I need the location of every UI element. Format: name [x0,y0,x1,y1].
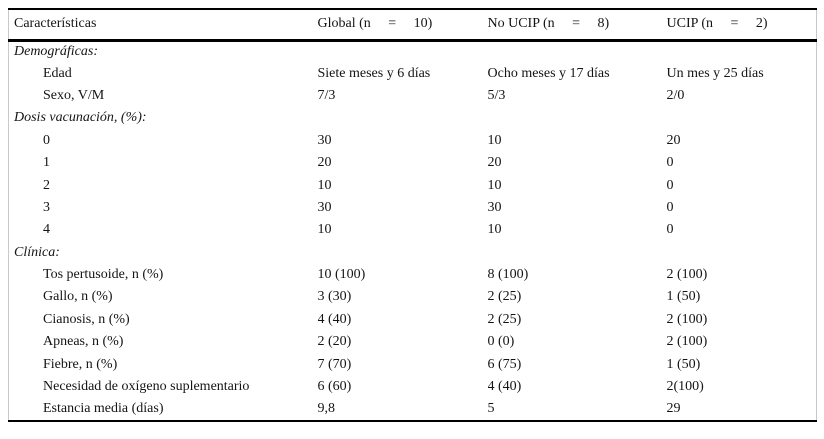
row-value: 0 [666,177,674,193]
row-label: Tos pertusoide, n (%) [43,267,164,283]
row-value [667,242,817,264]
row-value: 8 (100) [487,267,529,283]
row-value: 4 (40) [487,379,522,395]
row-value: 5 [487,400,495,416]
row-value: 30 [317,132,332,148]
column-header-global: Global (n = 10) [317,9,488,42]
table-row: Estancia media (días) 9,8 5 29 [9,398,817,420]
row-label: Estancia media (días) [43,400,164,416]
table-row: Necesidad de oxígeno suplementario 6 (60)… [9,376,817,398]
row-value: 0 [666,199,674,215]
table-body: Demográficas: Edad Siete meses y 6 días Och… [9,40,817,421]
row-label: 0 [43,132,50,148]
table-row: 4 10 10 0 [9,219,817,241]
table-header: Características Global (n = 10) No UCIP … [8,9,817,42]
table-row: Fiebre, n (%) 7 (70) 6 (75) 1 (50) [9,353,817,375]
row-value: 30 [317,199,332,215]
row-value: Siete meses y 6 días [317,65,431,81]
row-value: 1 (50) [666,356,701,372]
table-row: 2 10 10 0 [9,174,817,196]
row-label: Clínica: [14,244,60,260]
header-row: Características Global (n = 10) No UCIP … [8,9,817,42]
row-value [488,107,667,129]
row-value: Ocho meses y 17 días [487,65,610,81]
row-value [667,40,817,62]
row-label: 3 [43,199,50,215]
row-value: 10 [487,132,502,148]
table-row: Sexo, V/M 7/3 5/3 2/0 [9,85,817,107]
row-value: 2 (100) [666,334,708,350]
row-value: 29 [666,400,681,416]
row-value: Un mes y 25 días [666,65,764,81]
row-value: 7/3 [317,87,336,103]
section-row: Clínica: [9,242,817,264]
row-label: Necesidad de oxígeno suplementario [43,379,250,395]
row-value: 10 [487,177,502,193]
row-label: Fiebre, n (%) [43,356,118,372]
table-row: Edad Siete meses y 6 días Ocho meses y 17 … [9,62,817,84]
row-value: 9,8 [317,400,336,416]
table-row: 3 30 30 0 [9,197,817,219]
characteristics-table: Características Global (n = 10) No UCIP … [8,8,817,422]
section-row: Demográficas: [9,40,817,62]
row-value [488,242,667,264]
row-value: 10 [317,177,332,193]
row-value: 2 (20) [317,334,352,350]
row-value: 0 [666,155,674,171]
row-value: 5/3 [487,87,506,103]
row-value: 6 (75) [487,356,522,372]
row-value: 6 (60) [317,379,352,395]
column-header-no-ucip: No UCIP (n = 8) [487,9,667,42]
row-label: Gallo, n (%) [43,289,113,305]
table-row: Apneas, n (%) 2 (20) 0 (0) 2 (100) [9,331,817,353]
table-row: Gallo, n (%) 3 (30) 2 (25) 1 (50) [9,286,817,308]
row-label: Edad [43,65,72,81]
column-header-caracteristicas: Características [8,9,318,42]
row-value: 2 (25) [487,311,522,327]
row-label: Sexo, V/M [43,87,105,103]
row-label: 1 [43,155,50,171]
row-value: 0 (0) [487,334,515,350]
row-value: 4 (40) [317,311,352,327]
table-row: Tos pertusoide, n (%) 10 (100) 8 (100) 2 (1… [9,264,817,286]
row-value: 10 (100) [317,267,366,283]
row-value [488,40,667,62]
table-row: Cianosis, n (%) 4 (40) 2 (25) 2 (100) [9,309,817,331]
row-value: 2 (100) [666,267,708,283]
row-label: Apneas, n (%) [43,334,124,350]
row-label: 4 [43,222,50,238]
row-value: 10 [317,222,332,238]
row-value: 20 [317,155,332,171]
row-value [667,107,817,129]
row-value: 2 (100) [666,311,708,327]
row-label: Cianosis, n (%) [43,311,130,327]
row-label: Dosis vacunación, (%): [14,110,147,126]
row-value [318,242,488,264]
row-value [318,40,488,62]
row-value: 30 [487,199,502,215]
row-value: 20 [666,132,681,148]
row-value: 10 [487,222,502,238]
row-value: 7 (70) [317,356,352,372]
row-value: 2/0 [666,87,685,103]
row-value [318,107,488,129]
row-value: 3 (30) [317,289,352,305]
section-row: Dosis vacunación, (%): [9,107,817,129]
row-value: 2(100) [666,379,704,395]
row-label: 2 [43,177,50,193]
table-row: 1 20 20 0 [9,152,817,174]
row-value: 1 (50) [666,289,701,305]
row-label: Demográficas: [14,43,98,59]
row-value: 20 [487,155,502,171]
row-value: 2 (25) [487,289,522,305]
column-header-ucip: UCIP (n = 2) [666,9,817,42]
table-row: 0 30 10 20 [9,130,817,152]
row-value: 0 [666,222,674,238]
